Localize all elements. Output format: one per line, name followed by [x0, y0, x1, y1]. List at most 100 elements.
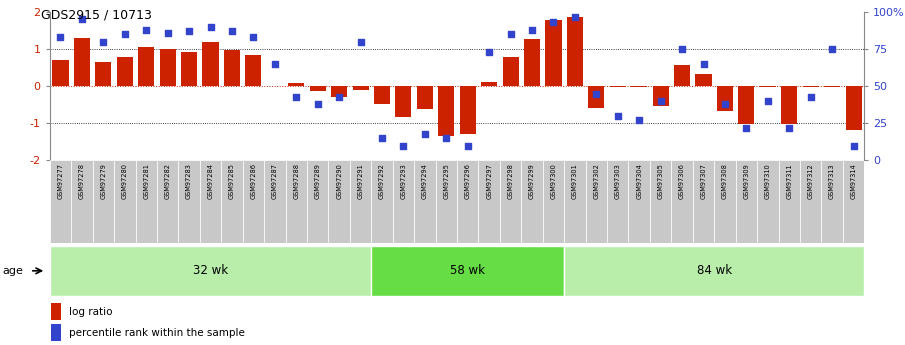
Bar [845, 86, 862, 130]
Point [760, 98, 775, 104]
Point [461, 143, 475, 148]
Text: GSM97311: GSM97311 [786, 163, 792, 198]
Bar [717, 86, 733, 111]
Bar [586, 160, 607, 243]
Point [53, 34, 68, 40]
Bar [138, 47, 154, 86]
Point [353, 39, 367, 45]
Text: GSM97286: GSM97286 [251, 163, 256, 199]
Bar [286, 160, 307, 243]
Text: GSM97314: GSM97314 [851, 163, 856, 199]
Text: GSM97302: GSM97302 [594, 163, 599, 199]
Bar [136, 160, 157, 243]
Text: GSM97292: GSM97292 [379, 163, 385, 199]
Point [632, 118, 646, 123]
Point [439, 135, 453, 141]
Point [310, 101, 325, 107]
Bar [479, 160, 500, 243]
Text: 32 wk: 32 wk [193, 264, 228, 277]
Text: GSM97307: GSM97307 [700, 163, 707, 199]
Bar [52, 60, 69, 86]
Bar [778, 160, 800, 243]
Point [824, 46, 839, 52]
Text: GSM97289: GSM97289 [315, 163, 320, 199]
Bar [502, 57, 519, 86]
Bar [650, 160, 672, 243]
Point [525, 27, 539, 33]
Bar [50, 246, 371, 296]
Bar [74, 38, 90, 86]
Bar [329, 160, 350, 243]
Bar [117, 57, 133, 86]
Text: GSM97280: GSM97280 [122, 163, 128, 199]
Bar [803, 86, 819, 87]
Text: GSM97301: GSM97301 [572, 163, 578, 199]
Bar [264, 160, 286, 243]
Text: GSM97304: GSM97304 [636, 163, 643, 199]
Text: GSM97313: GSM97313 [829, 163, 835, 198]
Bar [52, 303, 62, 320]
Text: GSM97288: GSM97288 [293, 163, 300, 199]
Bar [674, 65, 691, 86]
Bar [631, 86, 647, 87]
Point [396, 143, 411, 148]
Point [375, 135, 389, 141]
Bar [653, 86, 669, 106]
Bar [203, 42, 219, 86]
Text: GSM97299: GSM97299 [529, 163, 535, 199]
Bar [221, 160, 243, 243]
Point [696, 61, 710, 67]
Text: GSM97308: GSM97308 [722, 163, 728, 199]
Bar [695, 74, 711, 86]
Point [139, 27, 154, 33]
Bar [738, 86, 755, 125]
Text: GSM97278: GSM97278 [79, 163, 85, 199]
Point [75, 17, 90, 22]
Bar [331, 86, 348, 97]
Bar [200, 160, 221, 243]
Point [503, 31, 518, 37]
Bar [114, 160, 136, 243]
Bar [353, 86, 368, 90]
Bar [371, 246, 564, 296]
Bar [822, 160, 843, 243]
Bar [543, 160, 564, 243]
Bar [760, 86, 776, 87]
Text: GSM97281: GSM97281 [143, 163, 149, 199]
Point [718, 101, 732, 107]
Bar [417, 86, 433, 109]
Bar [843, 160, 864, 243]
Text: GSM97290: GSM97290 [336, 163, 342, 199]
Text: log ratio: log ratio [70, 307, 113, 317]
Text: GDS2915 / 10713: GDS2915 / 10713 [41, 9, 152, 22]
Text: age: age [3, 266, 24, 276]
Text: GSM97295: GSM97295 [443, 163, 449, 199]
Point [675, 46, 690, 52]
Bar [350, 160, 371, 243]
Bar [243, 160, 264, 243]
Bar [524, 39, 540, 86]
Text: GSM97291: GSM97291 [357, 163, 364, 199]
Text: GSM97298: GSM97298 [508, 163, 514, 199]
Bar [500, 160, 521, 243]
Point [846, 143, 861, 148]
Text: GSM97297: GSM97297 [486, 163, 492, 199]
Bar [414, 160, 435, 243]
Text: GSM97309: GSM97309 [743, 163, 749, 199]
Bar [693, 160, 714, 243]
Text: GSM97296: GSM97296 [465, 163, 471, 199]
Point [804, 94, 818, 99]
Text: GSM97285: GSM97285 [229, 163, 235, 199]
Text: GSM97300: GSM97300 [550, 163, 557, 199]
Text: GSM97277: GSM97277 [58, 163, 63, 199]
Bar [800, 160, 822, 243]
Point [182, 29, 196, 34]
Bar [307, 160, 329, 243]
Bar [393, 160, 414, 243]
Bar [460, 86, 476, 134]
Text: GSM97284: GSM97284 [207, 163, 214, 199]
Point [160, 30, 175, 36]
Text: GSM97287: GSM97287 [272, 163, 278, 199]
Point [567, 14, 582, 19]
Point [268, 61, 282, 67]
